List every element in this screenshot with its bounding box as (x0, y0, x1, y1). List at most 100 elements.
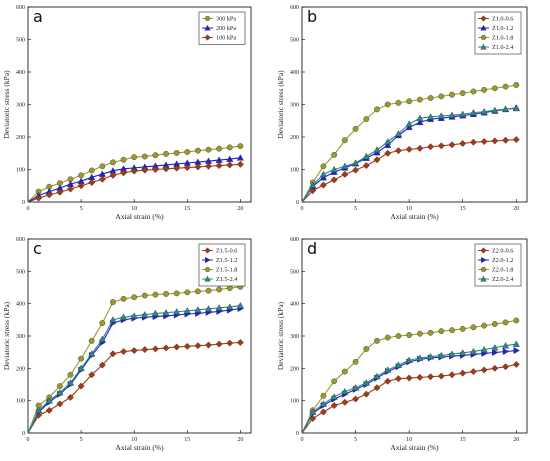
panel-label: b (307, 7, 317, 26)
data-point (236, 154, 244, 161)
legend: Z2.0-0.6 Z2.0-1.2 Z2.0-1.8 Z2.0-2.4 (474, 243, 522, 287)
data-point (502, 105, 510, 112)
data-point (405, 356, 413, 364)
legend-marker (480, 34, 487, 41)
y-tick-label: 0 (296, 200, 299, 206)
panel-label: a (33, 7, 43, 26)
data-point (491, 344, 499, 351)
data-point (88, 371, 96, 379)
legend-entry: Z2.0-2.4 (492, 276, 513, 283)
data-point (502, 83, 509, 90)
data-point (406, 332, 413, 338)
data-point (459, 110, 467, 118)
series-Z1.0-0.6 (301, 136, 520, 203)
series-Z2.0-0.6 (301, 360, 520, 434)
legend-entry: Z1.5-1.8 (216, 267, 237, 274)
data-point (384, 334, 391, 341)
data-point (110, 299, 116, 305)
data-point (98, 361, 106, 369)
data-point (448, 141, 456, 149)
data-point (427, 95, 434, 101)
data-point (183, 164, 191, 172)
y-tick-label: 100 (16, 399, 25, 405)
data-point (373, 372, 381, 380)
data-point (162, 344, 170, 352)
x-tick-label: 10 (406, 206, 412, 212)
data-point (78, 172, 85, 179)
x-tick-label: 20 (513, 206, 519, 212)
data-point (226, 144, 233, 151)
x-axis-title: Axial strain (%) (115, 443, 164, 452)
data-point (163, 291, 169, 297)
data-point (151, 166, 159, 173)
data-point (416, 354, 424, 361)
data-point (481, 86, 488, 93)
legend-marker (481, 256, 487, 264)
data-point (309, 181, 317, 188)
series-Z1.5-2.4 (27, 301, 244, 434)
legend: Z1.0-0.6 Z1.0-1.2 Z1.0-1.8 Z1.0-2.4 (474, 11, 522, 55)
data-point (215, 340, 223, 348)
legend-entry: Z1.0-1.2 (492, 25, 513, 32)
data-point (406, 98, 413, 105)
data-point (183, 342, 191, 350)
data-point (437, 351, 445, 359)
y-tick-label: 200 (290, 135, 299, 141)
data-point (416, 373, 424, 381)
data-point (374, 106, 380, 113)
data-point (469, 109, 477, 116)
data-point (216, 286, 223, 293)
chart-panel-b: 0 100 200 300 400 500 600 0 5 10 15 20 Axial strain … (276, 5, 528, 221)
data-point (384, 149, 392, 157)
data-point (352, 358, 359, 365)
y-tick-label: 400 (16, 70, 25, 76)
data-point (194, 163, 202, 171)
data-point (152, 291, 159, 298)
y-tick-label: 200 (16, 135, 25, 141)
data-point (66, 393, 74, 401)
data-point (215, 162, 223, 170)
data-point (480, 366, 488, 374)
data-point (512, 104, 520, 112)
data-point (98, 175, 106, 183)
data-point (395, 99, 402, 106)
data-point (502, 347, 510, 356)
data-point (512, 360, 520, 368)
data-point (184, 149, 191, 155)
y-tick-label: 100 (290, 399, 299, 405)
data-point (374, 337, 380, 344)
data-point (492, 348, 499, 357)
x-tick-label: 0 (27, 437, 30, 443)
data-point (394, 130, 402, 137)
legend-marker (480, 266, 487, 273)
data-point (459, 369, 467, 377)
data-point (162, 309, 170, 316)
data-point (163, 150, 169, 157)
data-point (194, 288, 201, 295)
data-point (384, 101, 391, 108)
y-tick-label: 100 (16, 168, 25, 174)
data-point (141, 311, 149, 318)
data-point (319, 408, 327, 416)
legend-entry: Z1.0-2.4 (492, 44, 513, 51)
data-point (78, 355, 85, 362)
data-point (459, 140, 467, 147)
legend-entry: 300 kPa (216, 16, 236, 23)
data-point (204, 305, 213, 312)
x-tick-label: 10 (131, 437, 137, 443)
y-tick-label: 500 (290, 38, 299, 44)
data-point (77, 364, 85, 372)
y-tick-label: 100 (290, 168, 299, 174)
data-point (394, 361, 402, 368)
data-point (194, 342, 202, 350)
data-point (459, 349, 467, 356)
series-300 kPa (27, 143, 244, 203)
data-point (470, 324, 477, 331)
data-point (109, 350, 117, 358)
data-point (394, 375, 402, 383)
x-tick-label: 0 (301, 206, 304, 212)
data-point (427, 373, 435, 381)
data-point (502, 342, 510, 349)
data-point (491, 321, 498, 327)
